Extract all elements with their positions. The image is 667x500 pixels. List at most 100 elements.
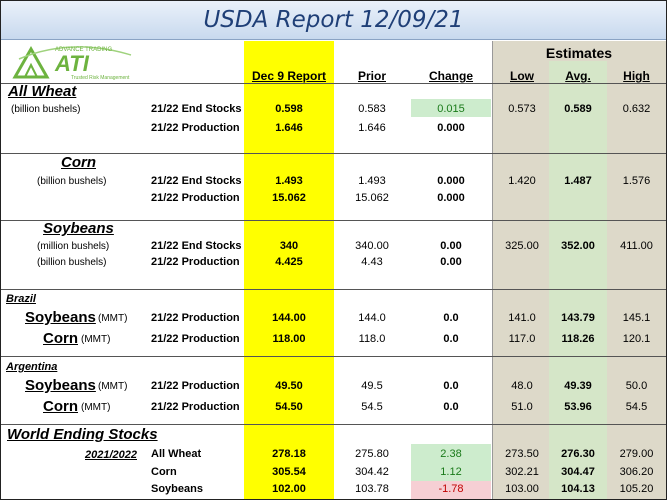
- avg-value: 352.00: [561, 240, 595, 252]
- crop-label: Soybeans: [25, 309, 96, 326]
- change-positive-cell: [411, 99, 491, 117]
- prior-value: 15.062: [355, 192, 389, 204]
- logo-arc-text: ADVANCE TRADING: [55, 47, 112, 53]
- row-label: 21/22 Production: [151, 122, 240, 134]
- grid-line: [1, 356, 666, 357]
- grid-line: [1, 83, 666, 84]
- change-value: 0.0: [443, 401, 459, 413]
- avg-value: 104.13: [561, 483, 595, 495]
- change-value: 0.00: [440, 240, 462, 252]
- high-value: 54.5: [625, 401, 648, 413]
- grid-line: [1, 424, 666, 425]
- prior-value: 54.5: [361, 401, 383, 413]
- low-value: 0.573: [508, 103, 536, 115]
- unit-label: (MMT): [98, 313, 128, 324]
- report-value: 0.598: [275, 103, 303, 115]
- high-value: 0.632: [622, 103, 651, 115]
- section-title-argentina: Argentina: [6, 361, 58, 373]
- report-value: 305.54: [272, 466, 306, 478]
- row-label: 21/22 Production: [151, 333, 240, 345]
- unit-label: (billion bushels): [37, 257, 107, 268]
- change-value: 2.38: [440, 448, 462, 460]
- unit-label: (MMT): [98, 381, 128, 392]
- avg-header: Avg.: [565, 69, 591, 83]
- low-value: 103.00: [505, 483, 539, 495]
- report-value: 340: [279, 240, 299, 252]
- title-bar: USDA Report 12/09/21: [1, 1, 666, 40]
- report-title: USDA Report 12/09/21: [203, 7, 464, 33]
- report-value: 118.00: [272, 333, 306, 345]
- change-value: 0.000: [437, 192, 465, 204]
- row-label: All Wheat: [151, 448, 202, 460]
- low-value: 51.0: [511, 401, 533, 413]
- unit-label: (MMT): [81, 334, 111, 345]
- change-positive-cell: [411, 444, 491, 463]
- row-label: Corn: [151, 466, 177, 478]
- unit-label: (million bushels): [37, 241, 110, 252]
- avg-value: 304.47: [561, 466, 595, 478]
- low-value: 141.0: [508, 312, 536, 324]
- section-title-wheat: All Wheat: [8, 83, 77, 100]
- prior-value: 275.80: [355, 448, 389, 460]
- low-value: 325.00: [505, 240, 539, 252]
- change-value: 0.000: [437, 122, 465, 134]
- row-label: Soybeans: [151, 483, 203, 495]
- prior-value: 340.00: [355, 240, 389, 252]
- prior-value: 103.78: [355, 483, 389, 495]
- report-column-highlight: [244, 41, 334, 499]
- low-value: 273.50: [505, 448, 539, 460]
- prior-value: 144.0: [358, 312, 386, 324]
- change-value: 0.015: [437, 103, 465, 115]
- high-value: 411.00: [620, 240, 653, 252]
- high-value: 105.20: [619, 483, 654, 495]
- avg-value: 143.79: [561, 312, 595, 324]
- prior-value: 118.0: [358, 333, 386, 345]
- high-value: 279.00: [619, 448, 654, 460]
- grid-line: [492, 41, 493, 499]
- row-label: 21/22 End Stocks: [151, 103, 242, 115]
- high-header: High: [623, 69, 650, 83]
- low-value: 48.0: [511, 380, 533, 392]
- high-value: 306.20: [619, 466, 654, 478]
- prior-value: 49.5: [361, 380, 383, 392]
- prior-value: 1.493: [358, 175, 386, 187]
- grid-line: [1, 289, 666, 290]
- row-label: 21/22 End Stocks: [151, 240, 242, 252]
- unit-label: (billion bushels): [11, 104, 81, 115]
- avg-value: 1.487: [564, 175, 592, 187]
- low-value: 1.420: [508, 175, 536, 187]
- row-label: 21/22 Production: [151, 312, 240, 324]
- avg-value: 276.30: [561, 448, 595, 460]
- change-positive-cell: [411, 463, 491, 481]
- crop-label: Corn: [43, 330, 78, 347]
- section-title-corn: Corn: [61, 154, 96, 171]
- grid-line: [1, 220, 666, 221]
- low-value: 117.0: [508, 333, 536, 345]
- report-value: 1.646: [275, 122, 303, 134]
- row-label: 21/22 End Stocks: [151, 175, 242, 187]
- change-value: 0.0: [443, 380, 459, 392]
- report-value: 102.00: [272, 483, 306, 495]
- grid-line: [1, 153, 666, 154]
- report-value: 144.00: [272, 312, 306, 324]
- report-value: 1.493: [275, 175, 303, 187]
- prior-header: Prior: [357, 69, 386, 83]
- logo-tagline: Trusted Risk Management: [71, 75, 130, 81]
- average-column-bg: [549, 61, 607, 499]
- row-label: 21/22 Production: [151, 380, 240, 392]
- logo-text: ATI: [54, 51, 90, 76]
- row-label: 21/22 Production: [151, 256, 240, 268]
- avg-value: 118.26: [561, 333, 595, 345]
- change-value: 0.000: [437, 175, 465, 187]
- change-value: 1.12: [440, 466, 462, 478]
- unit-label: (MMT): [81, 402, 111, 413]
- report-value: 15.062: [272, 192, 306, 204]
- low-header: Low: [510, 69, 534, 83]
- crop-label: Soybeans: [25, 377, 96, 394]
- change-value: 0.0: [443, 333, 459, 345]
- row-label: 21/22 Production: [151, 401, 240, 413]
- report-value: 54.50: [275, 401, 303, 413]
- low-value: 302.21: [505, 466, 539, 478]
- high-value: 145.1: [622, 312, 651, 324]
